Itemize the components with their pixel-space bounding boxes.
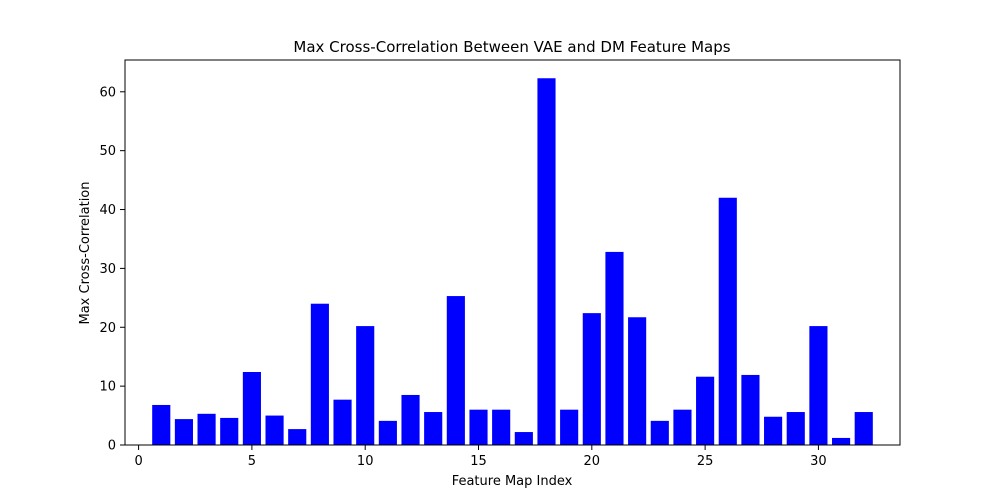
bar-5 xyxy=(242,372,261,445)
x-tick-label-25: 25 xyxy=(697,454,714,469)
y-tick-label-40: 40 xyxy=(99,203,116,218)
x-tick-label-10: 10 xyxy=(357,454,374,469)
bar-4 xyxy=(220,417,239,445)
bar-26 xyxy=(718,197,737,445)
bar-24 xyxy=(673,409,692,445)
y-tick-label-50: 50 xyxy=(99,144,116,159)
bar-19 xyxy=(560,409,579,445)
bar-2 xyxy=(174,419,193,445)
chart-title: Max Cross-Correlation Between VAE and DM… xyxy=(293,38,730,56)
bar-21 xyxy=(605,251,624,445)
x-axis-label: Feature Map Index xyxy=(452,474,573,489)
bar-12 xyxy=(401,394,420,445)
bar-29 xyxy=(786,412,805,445)
bar-14 xyxy=(446,296,465,445)
x-tick-label-20: 20 xyxy=(584,454,601,469)
x-tick-label-0: 0 xyxy=(134,454,142,469)
y-tick-label-20: 20 xyxy=(99,321,116,336)
bar-27 xyxy=(741,374,760,445)
x-tick-label-15: 15 xyxy=(470,454,487,469)
bar-31 xyxy=(832,437,851,445)
x-tick-label-5: 5 xyxy=(248,454,256,469)
bar-6 xyxy=(265,415,284,445)
y-tick-label-0: 0 xyxy=(108,439,116,454)
bar-15 xyxy=(469,409,488,445)
bar-20 xyxy=(582,313,601,445)
bar-32 xyxy=(854,412,873,445)
bar-30 xyxy=(809,326,828,445)
bar-23 xyxy=(650,420,669,445)
bar-8 xyxy=(310,303,329,445)
bar-16 xyxy=(492,409,511,445)
bar-10 xyxy=(356,326,375,445)
plot-frame xyxy=(124,59,901,446)
y-tick-label-60: 60 xyxy=(99,85,116,100)
bar-22 xyxy=(628,317,647,445)
y-tick-label-10: 10 xyxy=(99,380,116,395)
y-tick-label-30: 30 xyxy=(99,262,116,277)
bar-9 xyxy=(333,399,352,445)
bar-11 xyxy=(378,420,397,445)
bar-13 xyxy=(424,412,443,445)
bar-7 xyxy=(288,429,307,445)
bar-28 xyxy=(764,416,783,445)
bar-1 xyxy=(152,404,171,445)
y-axis-ticks: 0 10 20 30 40 50 60 xyxy=(99,85,125,454)
y-axis-label: Max Cross-Correlation xyxy=(78,181,93,324)
bars-group xyxy=(152,78,873,445)
bar-3 xyxy=(197,413,216,445)
bar-17 xyxy=(514,432,533,445)
x-axis-ticks: 0 5 10 15 20 25 30 xyxy=(134,445,827,469)
x-tick-label-30: 30 xyxy=(810,454,827,469)
bar-25 xyxy=(696,376,715,445)
bar-18 xyxy=(537,78,556,445)
